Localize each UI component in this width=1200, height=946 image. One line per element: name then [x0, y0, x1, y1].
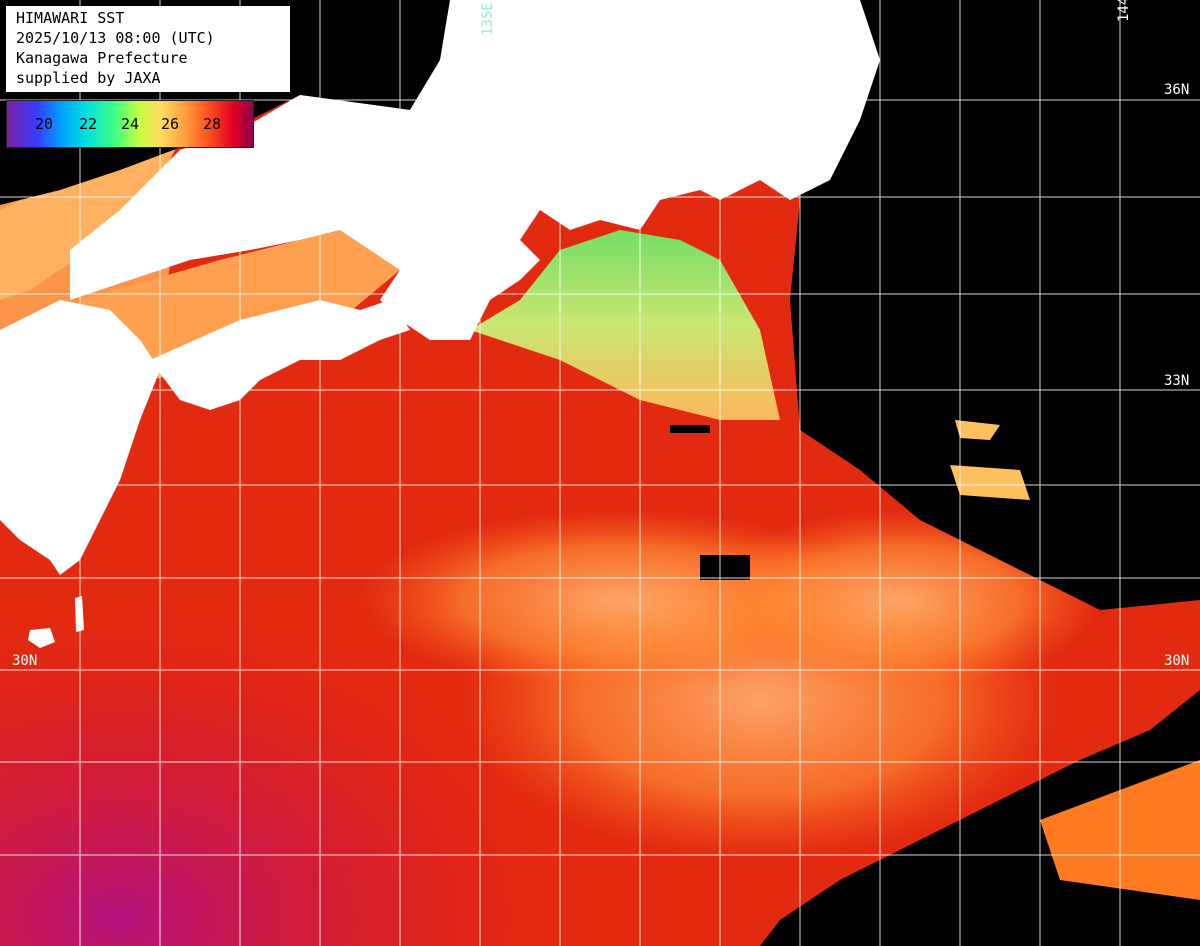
- map-region: Kanagawa Prefecture: [16, 49, 188, 67]
- lon-label-144e: 144E: [1116, 0, 1132, 22]
- lon-label-135e: 135E: [480, 2, 496, 36]
- map-title: HIMAWARI SST: [16, 9, 125, 27]
- warm-patch: [950, 465, 1030, 500]
- warm-patch: [955, 420, 1000, 440]
- lat-label-30n-left: 30N: [12, 653, 38, 669]
- land-shikoku: [150, 300, 410, 410]
- land-honshu: [70, 0, 880, 340]
- cloud-nodata: [670, 425, 710, 433]
- coastal-cool-water: [0, 140, 180, 300]
- sst-color-legend: 20 22 24 26 28: [6, 100, 254, 148]
- cloud-nodata: [790, 0, 1200, 610]
- legend-tick: 20: [35, 115, 54, 133]
- coastal-cool-water: [470, 230, 780, 420]
- map-info-box: HIMAWARI SST 2025/10/13 08:00 (UTC) Kana…: [6, 6, 290, 92]
- legend-tick: 22: [79, 115, 98, 133]
- lat-label-33n: 33N: [1164, 373, 1190, 389]
- land-island: [28, 628, 55, 648]
- legend-tick: 28: [203, 115, 222, 133]
- lat-label-30n-right: 30N: [1164, 653, 1190, 669]
- lat-label-36n: 36N: [1164, 82, 1190, 98]
- map-source: supplied by JAXA: [16, 69, 161, 87]
- legend-tick: 26: [161, 115, 180, 133]
- cloud-nodata: [700, 555, 750, 580]
- legend-tick: 24: [121, 115, 140, 133]
- map-datetime: 2025/10/13 08:00 (UTC): [16, 29, 215, 47]
